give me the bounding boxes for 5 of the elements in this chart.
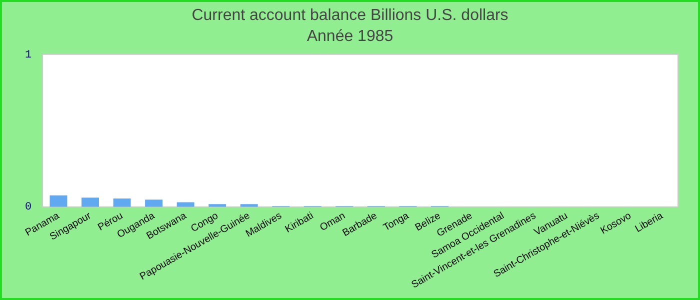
y-tick-label: 0	[24, 202, 32, 214]
y-tick-label: 1	[24, 49, 32, 62]
chart-title: Current account balance Billions U.S. dollars	[192, 7, 508, 24]
chart-subtitle: Année 1985	[306, 28, 394, 46]
x-tick-label: Tonga	[382, 210, 412, 234]
